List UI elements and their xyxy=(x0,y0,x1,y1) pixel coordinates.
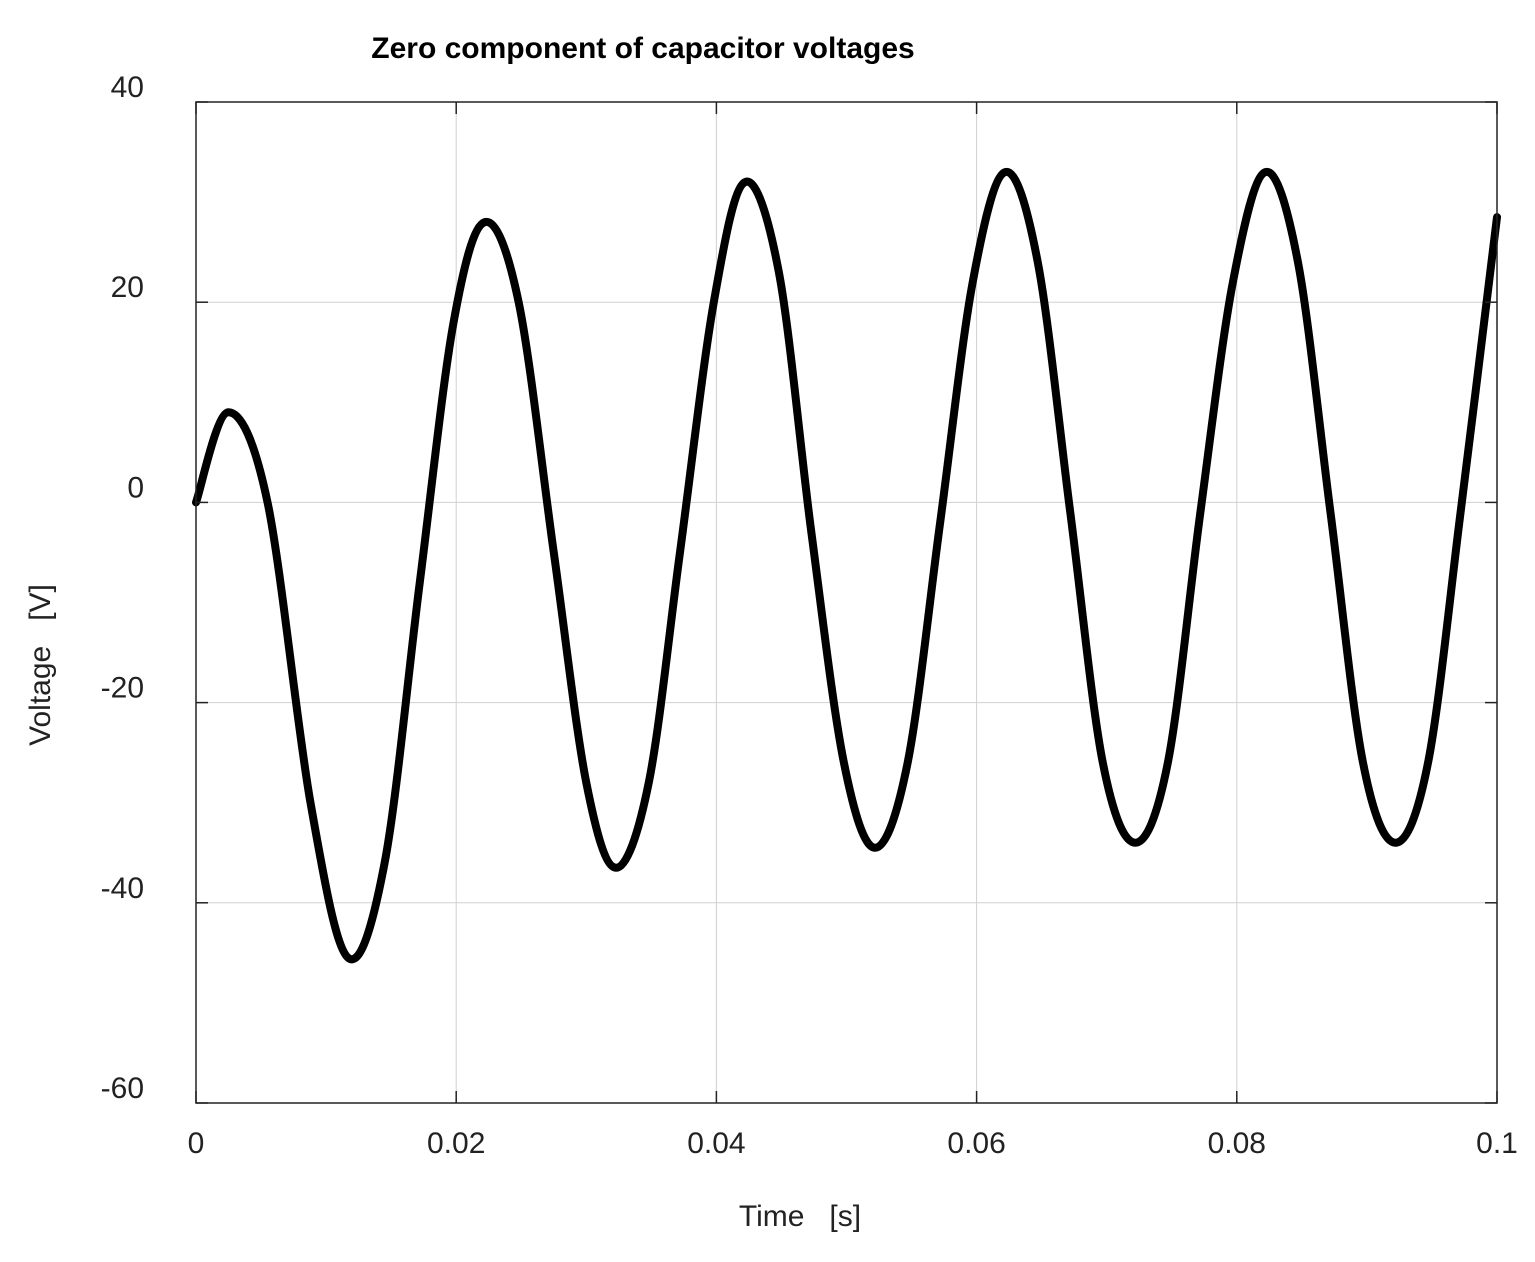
y-tick-label: 0 xyxy=(127,471,144,504)
chart-title: Zero component of capacitor voltages xyxy=(371,32,914,65)
x-tick-label: 0.06 xyxy=(947,1127,1005,1160)
x-tick-label: 0.08 xyxy=(1208,1127,1266,1160)
x-tick-label: 0.04 xyxy=(687,1127,745,1160)
axis-ticks xyxy=(195,101,1498,1104)
x-tick-label: 0 xyxy=(188,1127,205,1160)
y-tick-label: 40 xyxy=(111,71,144,104)
plot-area-frame xyxy=(195,101,1498,1104)
x-tick-label: 0.1 xyxy=(1476,1127,1518,1160)
y-tick-label: -60 xyxy=(101,1072,144,1105)
grid-lines xyxy=(195,101,1498,1104)
y-axis-label: Voltage [V] xyxy=(24,584,57,746)
x-tick-label: 0.02 xyxy=(427,1127,485,1160)
y-tick-label: 20 xyxy=(111,271,144,304)
voltage-series-line xyxy=(192,168,1501,964)
y-tick-label: -20 xyxy=(101,672,144,705)
y-tick-labels: -60 -40 -20 0 20 40 xyxy=(101,71,144,1105)
y-tick-label: -40 xyxy=(101,872,144,905)
plot-series xyxy=(192,168,1501,964)
x-axis-label: Time [s] xyxy=(739,1200,861,1233)
x-tick-labels: 0 0.02 0.04 0.06 0.08 0.1 xyxy=(188,1127,1518,1160)
